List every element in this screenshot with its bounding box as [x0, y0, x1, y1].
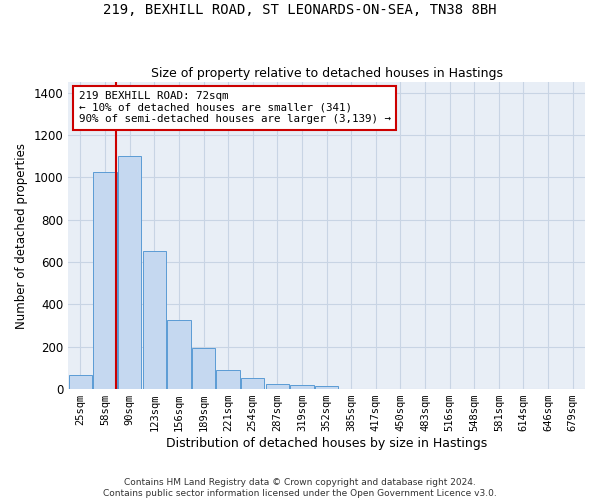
- Bar: [290, 385, 314, 389]
- Bar: [94, 172, 117, 389]
- Text: 219 BEXHILL ROAD: 72sqm
← 10% of detached houses are smaller (341)
90% of semi-d: 219 BEXHILL ROAD: 72sqm ← 10% of detache…: [79, 92, 391, 124]
- Bar: [241, 378, 265, 389]
- Bar: [167, 320, 191, 389]
- Text: Contains HM Land Registry data © Crown copyright and database right 2024.
Contai: Contains HM Land Registry data © Crown c…: [103, 478, 497, 498]
- Bar: [118, 156, 142, 389]
- Y-axis label: Number of detached properties: Number of detached properties: [15, 142, 28, 328]
- Bar: [217, 370, 240, 389]
- Bar: [69, 376, 92, 389]
- Bar: [143, 252, 166, 389]
- Bar: [315, 386, 338, 389]
- Title: Size of property relative to detached houses in Hastings: Size of property relative to detached ho…: [151, 66, 503, 80]
- Bar: [192, 348, 215, 389]
- Text: 219, BEXHILL ROAD, ST LEONARDS-ON-SEA, TN38 8BH: 219, BEXHILL ROAD, ST LEONARDS-ON-SEA, T…: [103, 2, 497, 16]
- X-axis label: Distribution of detached houses by size in Hastings: Distribution of detached houses by size …: [166, 437, 487, 450]
- Bar: [266, 384, 289, 389]
